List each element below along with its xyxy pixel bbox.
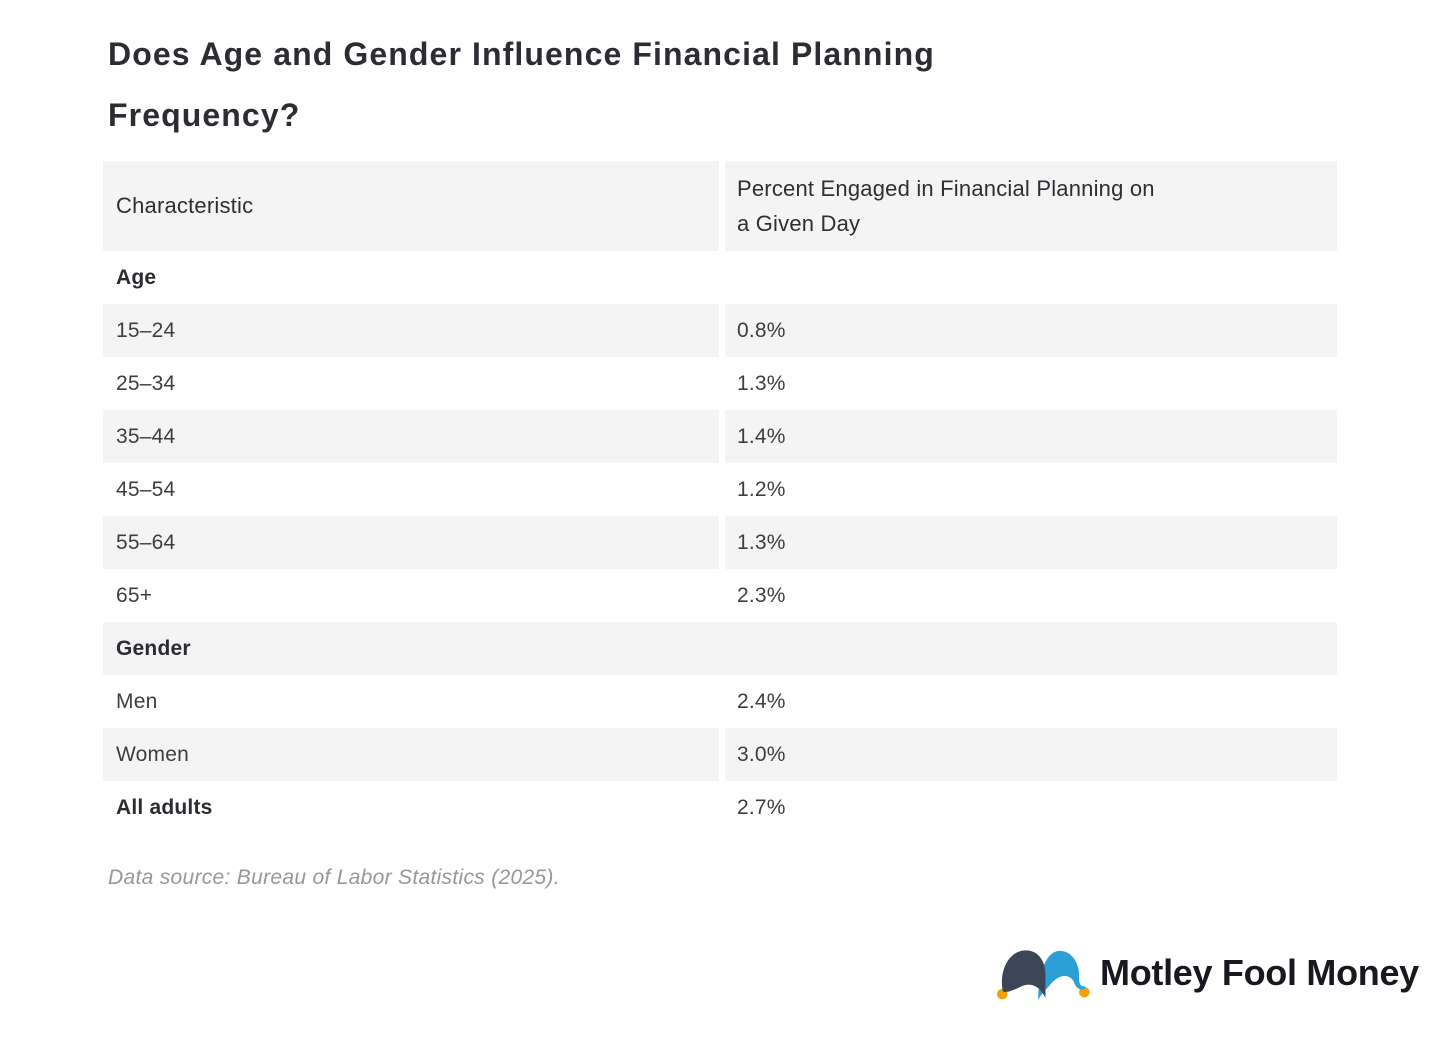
table-row: 25–34 1.3% (103, 357, 1337, 410)
row-value-cell: 1.3% (725, 357, 1337, 410)
row-label: 45–54 (116, 477, 176, 501)
row-label: 35–44 (116, 424, 176, 448)
row-value-cell: 2.3% (725, 569, 1337, 622)
row-value-cell: 2.4% (725, 675, 1337, 728)
table-header-row: Characteristic Percent Engaged in Financ… (103, 161, 1337, 251)
row-value: 1.3% (737, 371, 786, 395)
logo-text: Motley Fool Money (1100, 952, 1419, 993)
header-cell-percent: Percent Engaged in Financial Planning on… (725, 161, 1337, 251)
row-label-cell: 45–54 (103, 463, 719, 516)
row-value: 1.3% (737, 530, 786, 554)
source-note: Data source: Bureau of Labor Statistics … (108, 866, 560, 889)
jester-hat-icon (996, 950, 1090, 1000)
row-value: 1.2% (737, 477, 786, 501)
row-label-cell: 65+ (103, 569, 719, 622)
section-label: Age (116, 265, 157, 289)
row-label-cell: All adults (103, 781, 719, 834)
row-label: 65+ (116, 583, 153, 607)
row-value-cell: 2.7% (725, 781, 1337, 834)
table-row: 45–54 1.2% (103, 463, 1337, 516)
table-row: 55–64 1.3% (103, 516, 1337, 569)
row-value-cell: 1.4% (725, 410, 1337, 463)
row-label: 25–34 (116, 371, 176, 395)
row-label-cell: Men (103, 675, 719, 728)
header-cell-characteristic: Characteristic (103, 161, 719, 251)
row-label-cell: Women (103, 728, 719, 781)
header-label-characteristic: Characteristic (116, 193, 254, 218)
row-value-cell: 1.3% (725, 516, 1337, 569)
data-table: Characteristic Percent Engaged in Financ… (103, 161, 1337, 834)
row-value: 0.8% (737, 318, 786, 342)
header-label-percent-line-1: Percent Engaged in Financial Planning on (737, 176, 1155, 201)
row-value-cell: 1.2% (725, 463, 1337, 516)
table-row: 35–44 1.4% (103, 410, 1337, 463)
row-value: 1.4% (737, 424, 786, 448)
row-label: 15–24 (116, 318, 176, 342)
table-section-row-gender: Gender (103, 622, 1337, 675)
chart-title: Does Age and Gender Influence Financial … (108, 24, 935, 146)
row-value-cell: 3.0% (725, 728, 1337, 781)
row-label: Men (116, 689, 158, 713)
row-label-cell: 25–34 (103, 357, 719, 410)
table-row: Women 3.0% (103, 728, 1337, 781)
row-label-cell: 15–24 (103, 304, 719, 357)
section-label-cell: Age (103, 251, 1337, 304)
chart-title-line-2: Frequency? (108, 97, 301, 133)
table-row: 65+ 2.3% (103, 569, 1337, 622)
row-value: 3.0% (737, 742, 786, 766)
section-label-cell: Gender (103, 622, 1337, 675)
row-label-cell: 55–64 (103, 516, 719, 569)
row-value: 2.3% (737, 583, 786, 607)
row-value-cell: 0.8% (725, 304, 1337, 357)
row-value: 2.4% (737, 689, 786, 713)
row-label: 55–64 (116, 530, 176, 554)
header-label-percent-line-2: a Given Day (737, 211, 861, 236)
motley-fool-logo: Motley Fool Money (996, 941, 1419, 1005)
table-section-row-age: Age (103, 251, 1337, 304)
row-label: Women (116, 742, 189, 766)
row-label: All adults (116, 795, 213, 819)
row-value: 2.7% (737, 795, 786, 819)
table-row-all-adults: All adults 2.7% (103, 781, 1337, 834)
table-row: 15–24 0.8% (103, 304, 1337, 357)
chart-title-line-1: Does Age and Gender Influence Financial … (108, 36, 935, 72)
table-row: Men 2.4% (103, 675, 1337, 728)
row-label-cell: 35–44 (103, 410, 719, 463)
section-label: Gender (116, 636, 191, 660)
